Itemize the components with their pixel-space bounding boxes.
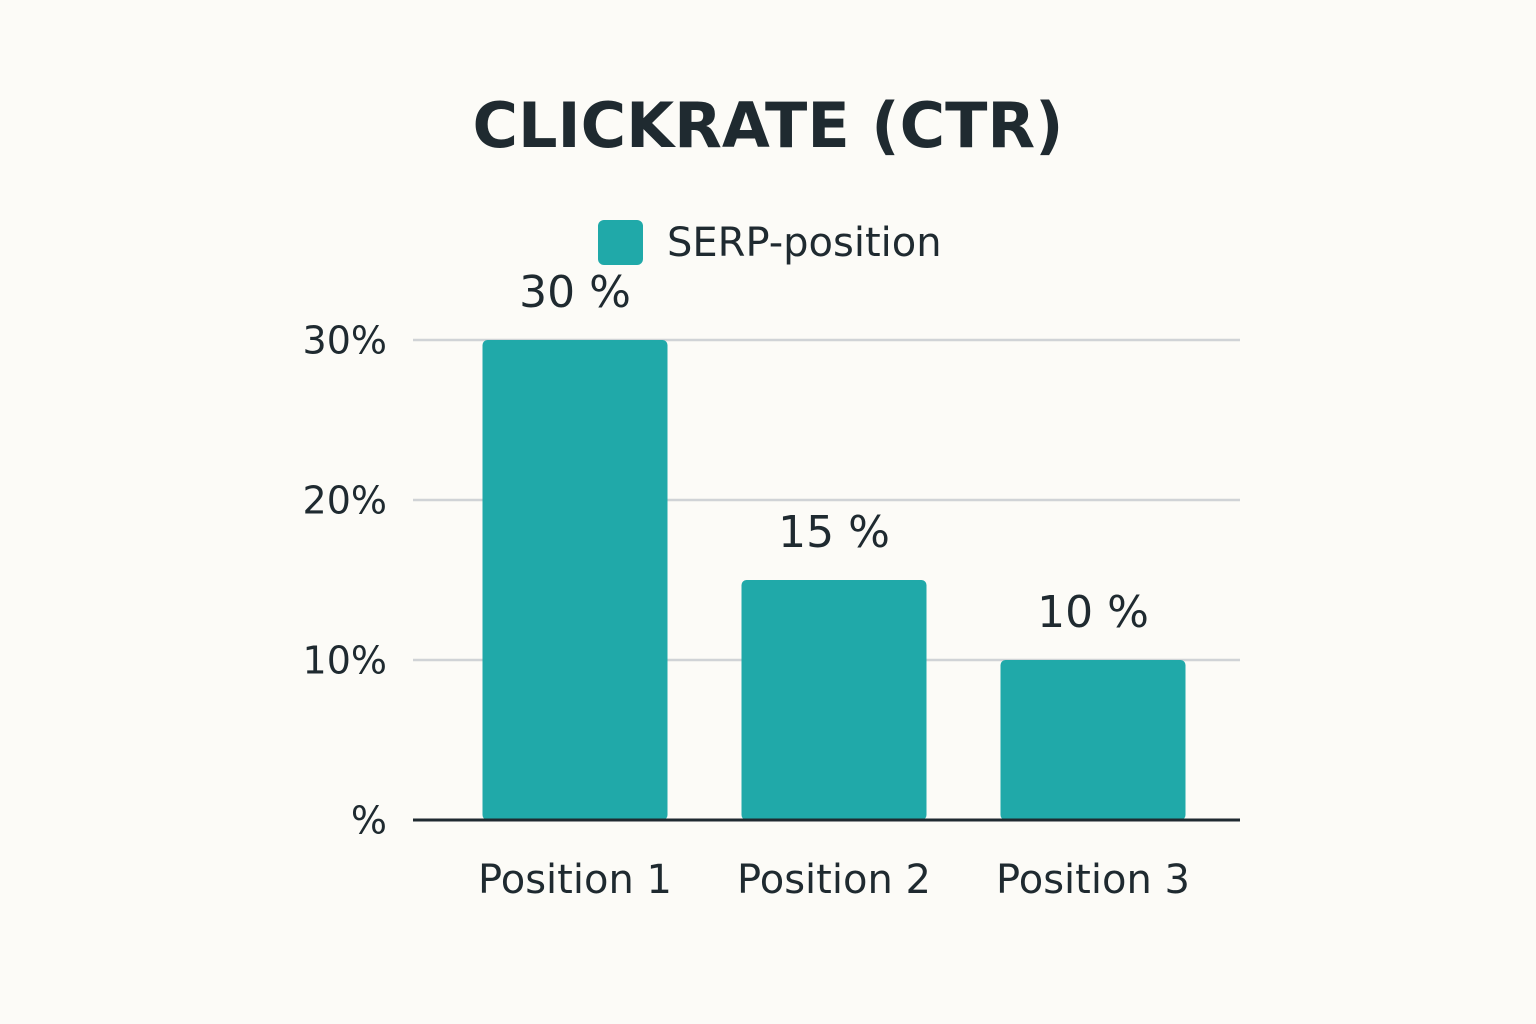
y-tick-label: 30% [303,319,387,363]
x-tick-label: Position 2 [737,857,931,903]
data-label: 10 % [1037,587,1149,638]
data-label: 15 % [778,507,890,558]
y-tick-label: % [351,799,387,843]
bar [741,580,927,820]
bar [1000,660,1186,820]
legend-label: SERP-position [667,220,942,266]
y-tick-label: 10% [303,639,387,683]
x-tick-label: Position 1 [478,857,672,903]
y-tick-label: 20% [303,479,387,523]
data-label: 30 % [519,267,631,318]
bar [482,340,668,820]
x-tick-label: Position 3 [996,857,1190,903]
legend-swatch [598,220,643,265]
chart-title: CLICKRATE (CTR) [473,89,1064,162]
